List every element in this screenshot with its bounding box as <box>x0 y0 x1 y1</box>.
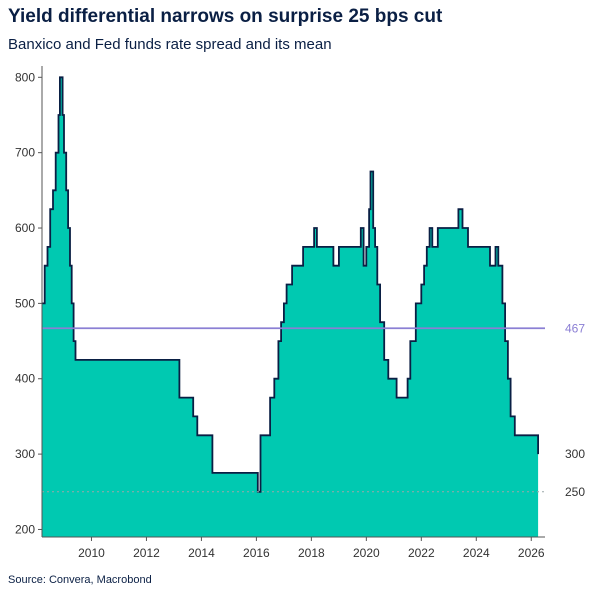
x-tick-label: 2022 <box>408 546 435 560</box>
x-tick-label: 2012 <box>133 546 160 560</box>
y-tick-label: 700 <box>15 146 35 160</box>
y-tick-label: 300 <box>15 447 35 461</box>
reference-label: 250 <box>565 485 585 499</box>
chart-subtitle: Banxico and Fed funds rate spread and it… <box>8 36 332 53</box>
y-tick-label: 500 <box>15 296 35 310</box>
x-tick-label: 2018 <box>298 546 325 560</box>
x-tick-label: 2016 <box>243 546 270 560</box>
chart-title: Yield differential narrows on surprise 2… <box>8 6 443 27</box>
x-tick-label: 2020 <box>353 546 380 560</box>
y-tick-label: 200 <box>15 522 35 536</box>
source-note: Source: Convera, Macrobond <box>8 574 152 586</box>
last-value-label: 300 <box>565 447 585 461</box>
y-tick-label: 400 <box>15 372 35 386</box>
series-line <box>42 76 539 493</box>
x-tick-label: 2024 <box>463 546 490 560</box>
y-tick-label: 800 <box>15 70 35 84</box>
y-tick-label: 600 <box>15 221 35 235</box>
mean-label: 467 <box>565 321 585 335</box>
series-area <box>42 77 539 538</box>
x-tick-label: 2010 <box>78 546 105 560</box>
x-tick-label: 2014 <box>188 546 215 560</box>
x-tick-label: 2026 <box>518 546 545 560</box>
